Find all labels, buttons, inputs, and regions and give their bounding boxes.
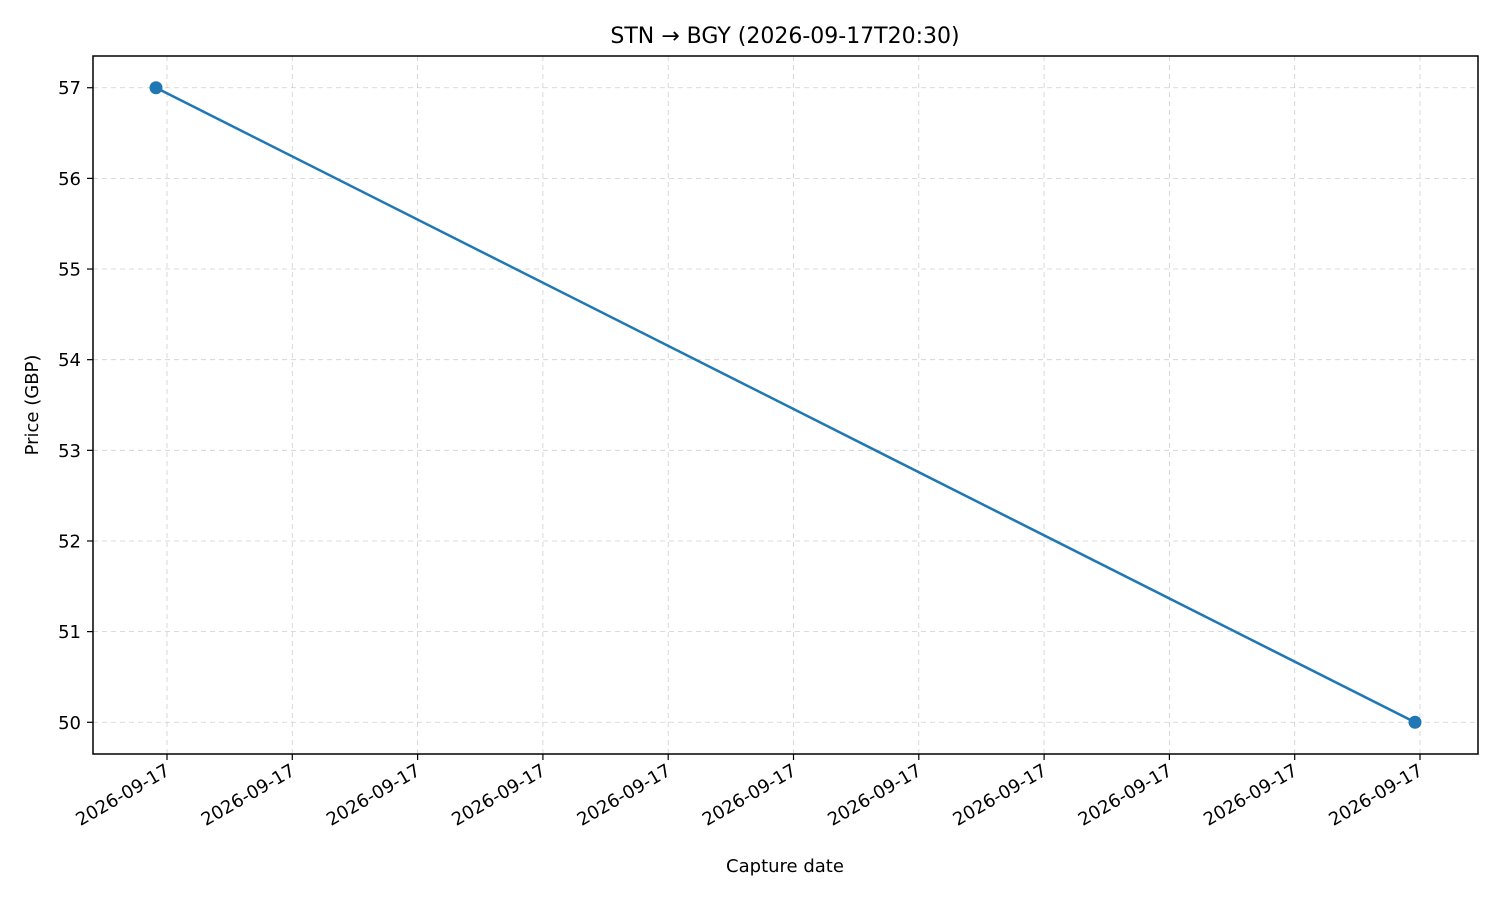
y-tick-label: 50 [58,713,81,734]
y-tick-label: 56 [58,169,81,190]
y-tick-label: 52 [58,531,81,552]
chart-title: STN → BGY (2026-09-17T20:30) [610,24,959,49]
x-tick-label: 2026-09-17 [323,760,424,830]
x-axis-title: Capture date [726,856,844,877]
x-tick-label: 2026-09-17 [1325,760,1426,830]
series-line [155,86,1416,724]
x-tick-label: 2026-09-17 [574,760,675,830]
data-point [149,81,163,95]
y-tick-label: 53 [58,441,81,462]
axis-ticks: 50 51 52 53 54 55 56 57 2026-09-17 2026-09-17 2026… [58,78,1426,830]
x-tick-label: 2026-09-17 [1200,760,1301,830]
x-tick-label: 2026-09-17 [198,760,299,830]
x-tick-label: 2026-09-17 [824,760,925,830]
y-tick-label: 57 [58,78,81,99]
y-tick-label: 55 [58,260,81,281]
x-tick-label: 2026-09-17 [699,760,800,830]
y-tick-label: 51 [58,622,81,643]
x-tick-label: 2026-09-17 [72,760,173,830]
data-point [1408,715,1422,729]
y-tick-label: 54 [58,350,81,371]
plot-frame [92,55,1479,755]
x-tick-label: 2026-09-17 [950,760,1051,830]
x-tick-label: 2026-09-17 [448,760,549,830]
series-layer [149,81,1422,729]
x-tick-label: 2026-09-17 [1075,760,1176,830]
grid [93,56,1478,754]
y-axis-title: Price (GBP) [22,355,43,456]
